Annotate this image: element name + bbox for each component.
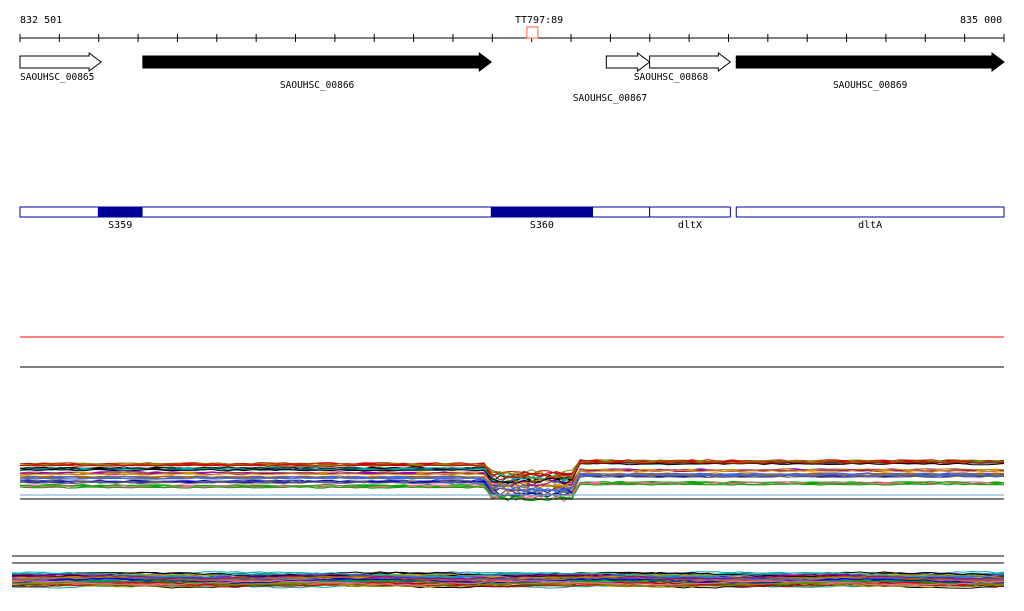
expression-trace: [19, 462, 1005, 485]
ruler-start-label: 832 501: [20, 15, 62, 26]
expression-trace: [12, 575, 1005, 582]
expression-trace: [19, 470, 1005, 488]
expression-trace: [11, 579, 1005, 586]
feature-label: dltA: [858, 220, 882, 231]
position-marker[interactable]: [526, 26, 539, 39]
gene-arrow[interactable]: [605, 52, 651, 72]
feature-label: dltX: [678, 220, 702, 231]
gene-label: SAOUHSC_00869: [833, 80, 908, 91]
gene-label: SAOUHSC_00866: [280, 80, 355, 91]
gene-track: SAOUHSC_00865 SAOUHSC_00866 SAOUHSC_00867 S…: [19, 52, 1005, 104]
expression-trace: [19, 462, 1005, 484]
coordinate-ruler: 832 501 835 000 TT797:89: [19, 15, 1005, 42]
gene-arrow[interactable]: [649, 52, 732, 72]
gene-arrow[interactable]: [735, 52, 1005, 72]
expression-trace: [19, 459, 1005, 477]
feature-block[interactable]: [490, 206, 594, 218]
expression-trace: [19, 483, 1005, 502]
gene-label: SAOUHSC_00865: [20, 72, 94, 83]
gene-arrow[interactable]: [142, 52, 493, 72]
expression-trace: [19, 473, 1005, 493]
expression-trace: [19, 475, 1005, 498]
feature-block[interactable]: [735, 206, 1005, 218]
expression-trace: [19, 474, 1005, 492]
expression-track-2[interactable]: [11, 570, 1005, 589]
ruler-ticks: [19, 34, 1005, 42]
gene-arrow[interactable]: [19, 52, 102, 72]
feature-track: S359 S360 dltX dltA: [19, 206, 1005, 231]
expression-trace: [19, 475, 1005, 498]
ruler-end-label: 835 000: [960, 15, 1002, 26]
feature-label: S359: [108, 220, 132, 231]
expression-trace: [11, 571, 1005, 578]
expression-trace: [11, 581, 1005, 588]
expression-trace: [11, 573, 1005, 580]
feature-label: S360: [530, 220, 554, 231]
expression-trace: [20, 461, 1005, 481]
expression-track-1[interactable]: [19, 459, 1005, 503]
gene-label: SAOUHSC_00868: [634, 72, 709, 83]
gene-label: SAOUHSC_00867: [573, 93, 647, 104]
feature-block[interactable]: [649, 206, 731, 218]
ruler-marker-label: TT797:89: [515, 15, 563, 26]
feature-block[interactable]: [97, 206, 143, 218]
